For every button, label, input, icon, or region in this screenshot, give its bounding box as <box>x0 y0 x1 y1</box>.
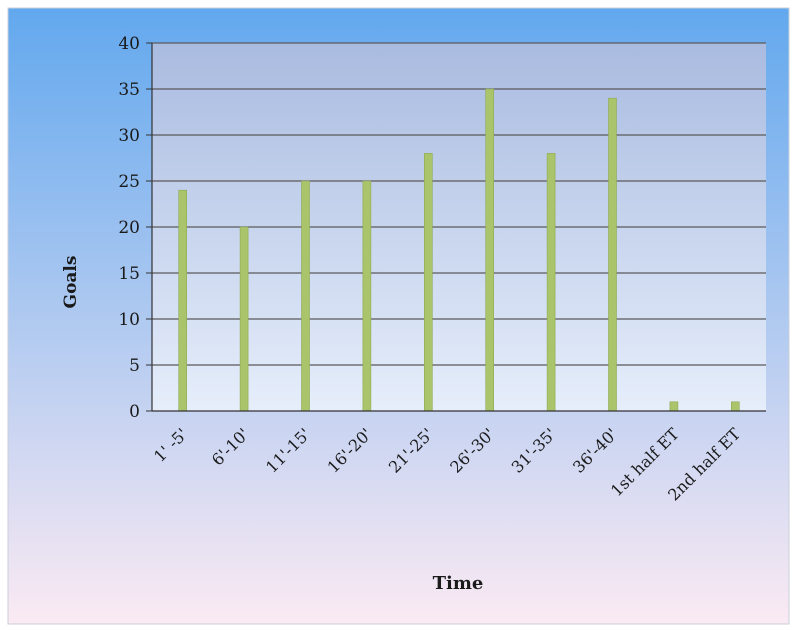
y-tick-label: 25 <box>118 172 140 192</box>
bar <box>730 401 740 412</box>
y-tick-label: 0 <box>129 402 140 422</box>
y-axis-label: Goals <box>61 256 81 309</box>
bars <box>178 88 740 412</box>
bar <box>301 180 310 412</box>
bar <box>362 180 372 412</box>
bar <box>178 189 187 412</box>
y-tick-label: 30 <box>118 126 140 146</box>
bar <box>546 153 556 412</box>
y-tick-label: 35 <box>118 80 140 100</box>
bar <box>239 226 249 412</box>
y-tick-label: 40 <box>118 34 140 54</box>
x-axis-label: Time <box>433 573 484 594</box>
bar <box>608 97 617 412</box>
y-tick-label: 5 <box>129 356 140 376</box>
gridlines <box>152 42 766 366</box>
y-tick-label: 10 <box>118 310 140 330</box>
axes <box>146 42 766 412</box>
y-tick-label: 20 <box>118 218 140 238</box>
bar <box>423 153 433 412</box>
bar <box>669 401 679 412</box>
bar <box>485 88 495 412</box>
y-tick-label: 15 <box>118 264 140 284</box>
